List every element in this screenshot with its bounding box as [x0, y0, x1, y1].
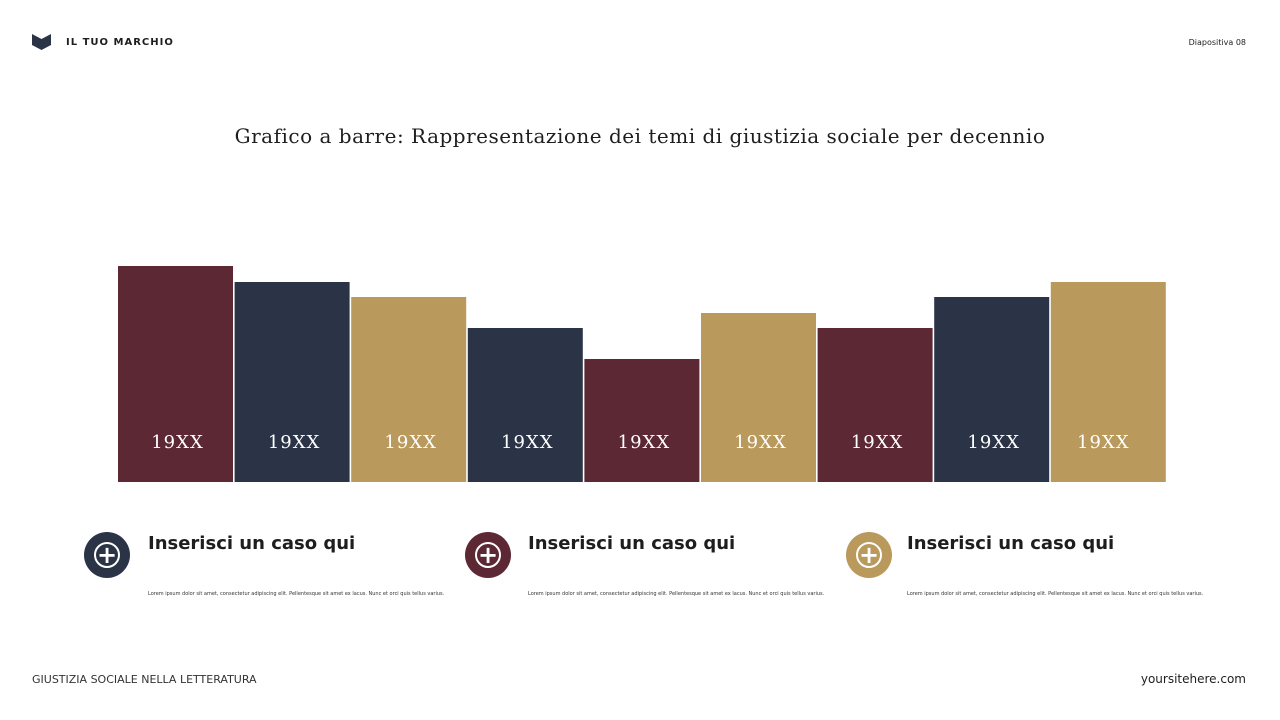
footer-right: yoursitehere.com — [1140, 672, 1246, 686]
case-title: Inserisci un caso qui — [528, 533, 736, 554]
bar-label: 19XX — [967, 432, 1020, 453]
chart-title: Grafico a barre: Rappresentazione dei te… — [234, 124, 1046, 148]
bar — [351, 297, 467, 482]
bar — [118, 266, 233, 482]
bar — [467, 328, 583, 482]
case-icon — [84, 532, 130, 578]
bar-label: 19XX — [151, 432, 204, 453]
bar-label: 19XX — [851, 432, 904, 453]
bar — [234, 282, 350, 482]
footer-left: GIUSTIZIA SOCIALE NELLA LETTERATURA — [32, 673, 257, 686]
case-title: Inserisci un caso qui — [907, 533, 1115, 554]
case-text: Lorem ipsum dolor sit amet, consectetur … — [528, 591, 825, 597]
bar — [701, 313, 816, 482]
bar-label: 19XX — [734, 432, 787, 453]
bar-label: 19XX — [618, 432, 671, 453]
bar-label: 19XX — [384, 432, 437, 453]
case-icon — [846, 532, 892, 578]
case-title: Inserisci un caso qui — [148, 533, 356, 554]
case-text: Lorem ipsum dolor sit amet, consectetur … — [907, 591, 1204, 597]
bar — [934, 297, 1050, 482]
slide-number: Diapositiva 08 — [1188, 38, 1246, 47]
bar — [817, 328, 933, 482]
bar-label: 19XX — [268, 432, 321, 453]
chart: 19XX 19XX 19XX 19XX 19XX 19XX 19XX 19XX 19XX — [118, 266, 1166, 482]
logo — [32, 34, 51, 50]
case-icon — [465, 532, 511, 578]
case-text: Lorem ipsum dolor sit amet, consectetur … — [148, 591, 445, 597]
bar-label: 19XX — [1077, 432, 1130, 453]
bar — [1050, 282, 1166, 482]
bar — [584, 359, 700, 482]
brand: IL TUO MARCHIO — [66, 37, 174, 48]
bar-label: 19XX — [501, 432, 554, 453]
